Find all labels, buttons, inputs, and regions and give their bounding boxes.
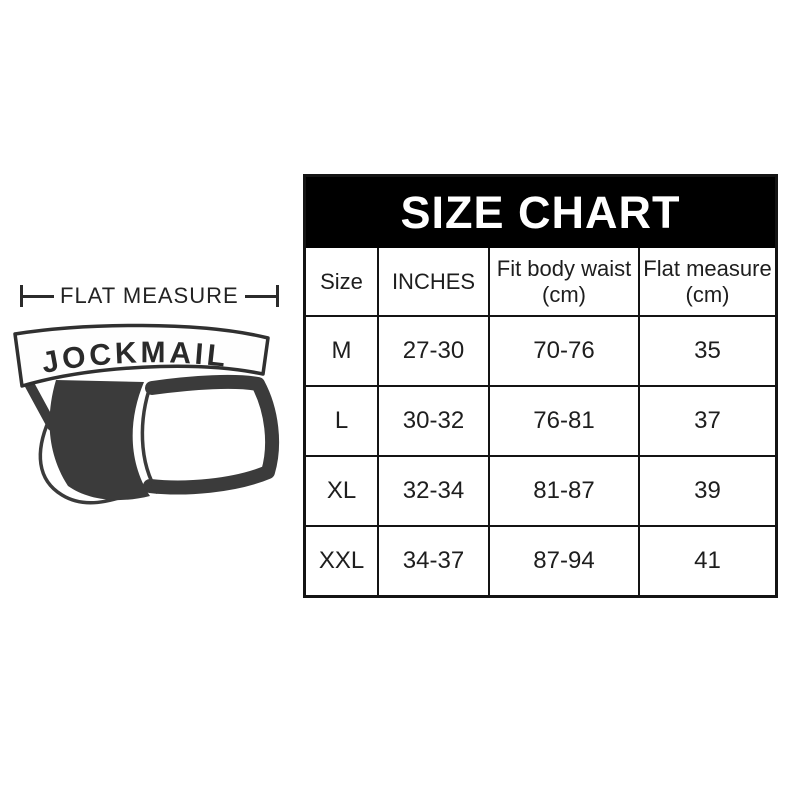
measure-tick-left-icon <box>20 285 56 307</box>
waistband <box>13 323 270 388</box>
table-cell: 81-87 <box>490 457 638 525</box>
brand-logo: JOCKMAIL <box>39 336 231 380</box>
leg-strap-left <box>38 418 124 505</box>
table-cell-size-xl: XL <box>306 457 377 525</box>
table-cell: 32-34 <box>379 457 488 525</box>
flat-measure-text: FLAT MEASURE <box>60 283 239 308</box>
size-chart-table: SIZE CHART Size INCHES Fit body waist (c… <box>303 174 778 598</box>
leg-strap-right <box>143 374 280 495</box>
measure-tick-right-icon <box>243 285 279 307</box>
column-header-flat-measure: Flat measure (cm) <box>640 248 775 315</box>
table-cell: 41 <box>640 527 775 595</box>
table-cell: 70-76 <box>490 317 638 385</box>
column-header-inches: INCHES <box>379 248 488 315</box>
table-cell: 27-30 <box>379 317 488 385</box>
table-cell-size-m: M <box>306 317 377 385</box>
leg-strap-right-edge <box>140 383 160 494</box>
column-header-label: Flat measure <box>643 255 772 281</box>
strap-left <box>22 375 57 431</box>
table-cell: 76-81 <box>490 387 638 455</box>
column-header-fit-body-waist: Fit body waist (cm) <box>490 248 638 315</box>
table-cell: 34-37 <box>379 527 488 595</box>
size-chart-title: SIZE CHART <box>306 177 775 248</box>
column-header-unit: (cm) <box>685 281 730 307</box>
jockstrap-illustration: JOCKMAIL <box>13 323 280 505</box>
table-cell: 39 <box>640 457 775 525</box>
table-cell: 35 <box>640 317 775 385</box>
column-header-unit: (cm) <box>542 281 586 307</box>
column-header-label: Fit body waist <box>496 255 632 281</box>
flat-measure-label: FLAT MEASURE <box>20 283 279 309</box>
table-cell: 30-32 <box>379 387 488 455</box>
column-header-size: Size <box>306 248 377 315</box>
table-cell-size-xxl: XXL <box>306 527 377 595</box>
table-cell-size-l: L <box>306 387 377 455</box>
column-header-label: INCHES <box>391 268 476 294</box>
size-chart-grid: Size INCHES Fit body waist (cm) Flat mea… <box>306 248 775 595</box>
pouch <box>49 380 151 501</box>
column-header-label: Size <box>320 268 363 294</box>
table-cell: 87-94 <box>490 527 638 595</box>
table-cell: 37 <box>640 387 775 455</box>
